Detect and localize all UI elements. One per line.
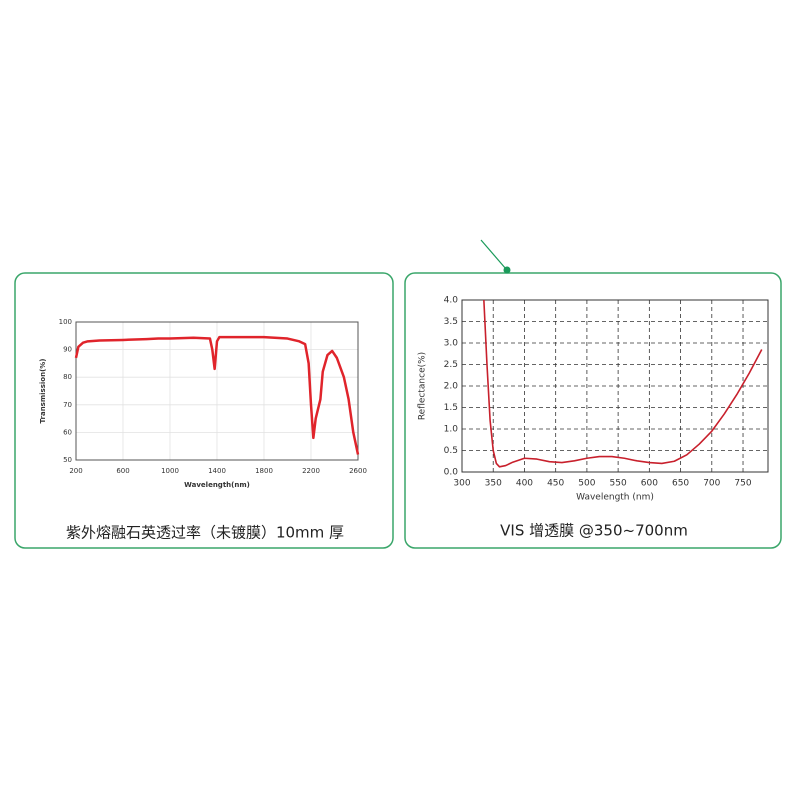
x-axis-label: Wavelength (nm) <box>576 493 654 503</box>
pointer-line <box>480 239 507 270</box>
data-line <box>483 299 763 468</box>
caption: VIS 增透膜 @350~700nm <box>500 522 688 540</box>
y-tick-label: 4.0 <box>444 296 459 306</box>
y-tick-label: 1.0 <box>444 425 459 435</box>
x-tick-label: 600 <box>641 479 658 489</box>
plot-frame <box>75 321 359 461</box>
plot-frame <box>461 299 769 473</box>
x-tick-label: 1400 <box>208 467 226 475</box>
y-tick-label: 0.0 <box>444 468 459 478</box>
y-tick-label: 100 <box>59 318 72 326</box>
y-tick-label: 3.5 <box>444 317 458 327</box>
y-tick-label: 90 <box>63 346 72 354</box>
y-tick-label: 2.0 <box>444 382 459 392</box>
y-tick-label: 0.5 <box>444 446 458 456</box>
data-line <box>74 335 360 455</box>
x-tick-label: 350 <box>485 479 502 489</box>
x-tick-label: 1800 <box>255 467 273 475</box>
y-tick-label: 80 <box>63 373 72 381</box>
x-tick-label: 750 <box>734 479 751 489</box>
x-tick-label: 300 <box>453 479 470 489</box>
y-axis-label: Reflectance(%) <box>418 352 428 420</box>
x-tick-label: 400 <box>516 479 533 489</box>
card <box>404 272 782 549</box>
x-tick-label: 500 <box>578 479 595 489</box>
y-tick-label: 3.0 <box>444 339 459 349</box>
pointer-dot <box>503 266 511 274</box>
x-tick-label: 700 <box>703 479 720 489</box>
y-axis-label: Transmission(%) <box>39 359 47 424</box>
card <box>14 272 394 549</box>
y-tick-label: 60 <box>63 428 72 436</box>
x-tick-label: 650 <box>672 479 689 489</box>
x-tick-label: 550 <box>610 479 627 489</box>
y-tick-label: 1.5 <box>444 403 458 413</box>
y-tick-label: 70 <box>63 401 72 409</box>
x-tick-label: 200 <box>69 467 82 475</box>
caption: 紫外熔融石英透过率（未镀膜）10mm 厚 <box>66 524 344 542</box>
x-tick-label: 2200 <box>302 467 320 475</box>
x-tick-label: 1000 <box>161 467 179 475</box>
x-axis-label: Wavelength(nm) <box>184 481 250 489</box>
y-tick-label: 50 <box>63 456 72 464</box>
y-tick-label: 2.5 <box>444 360 458 370</box>
x-tick-label: 450 <box>547 479 564 489</box>
x-tick-label: 2600 <box>349 467 367 475</box>
x-tick-label: 600 <box>116 467 129 475</box>
